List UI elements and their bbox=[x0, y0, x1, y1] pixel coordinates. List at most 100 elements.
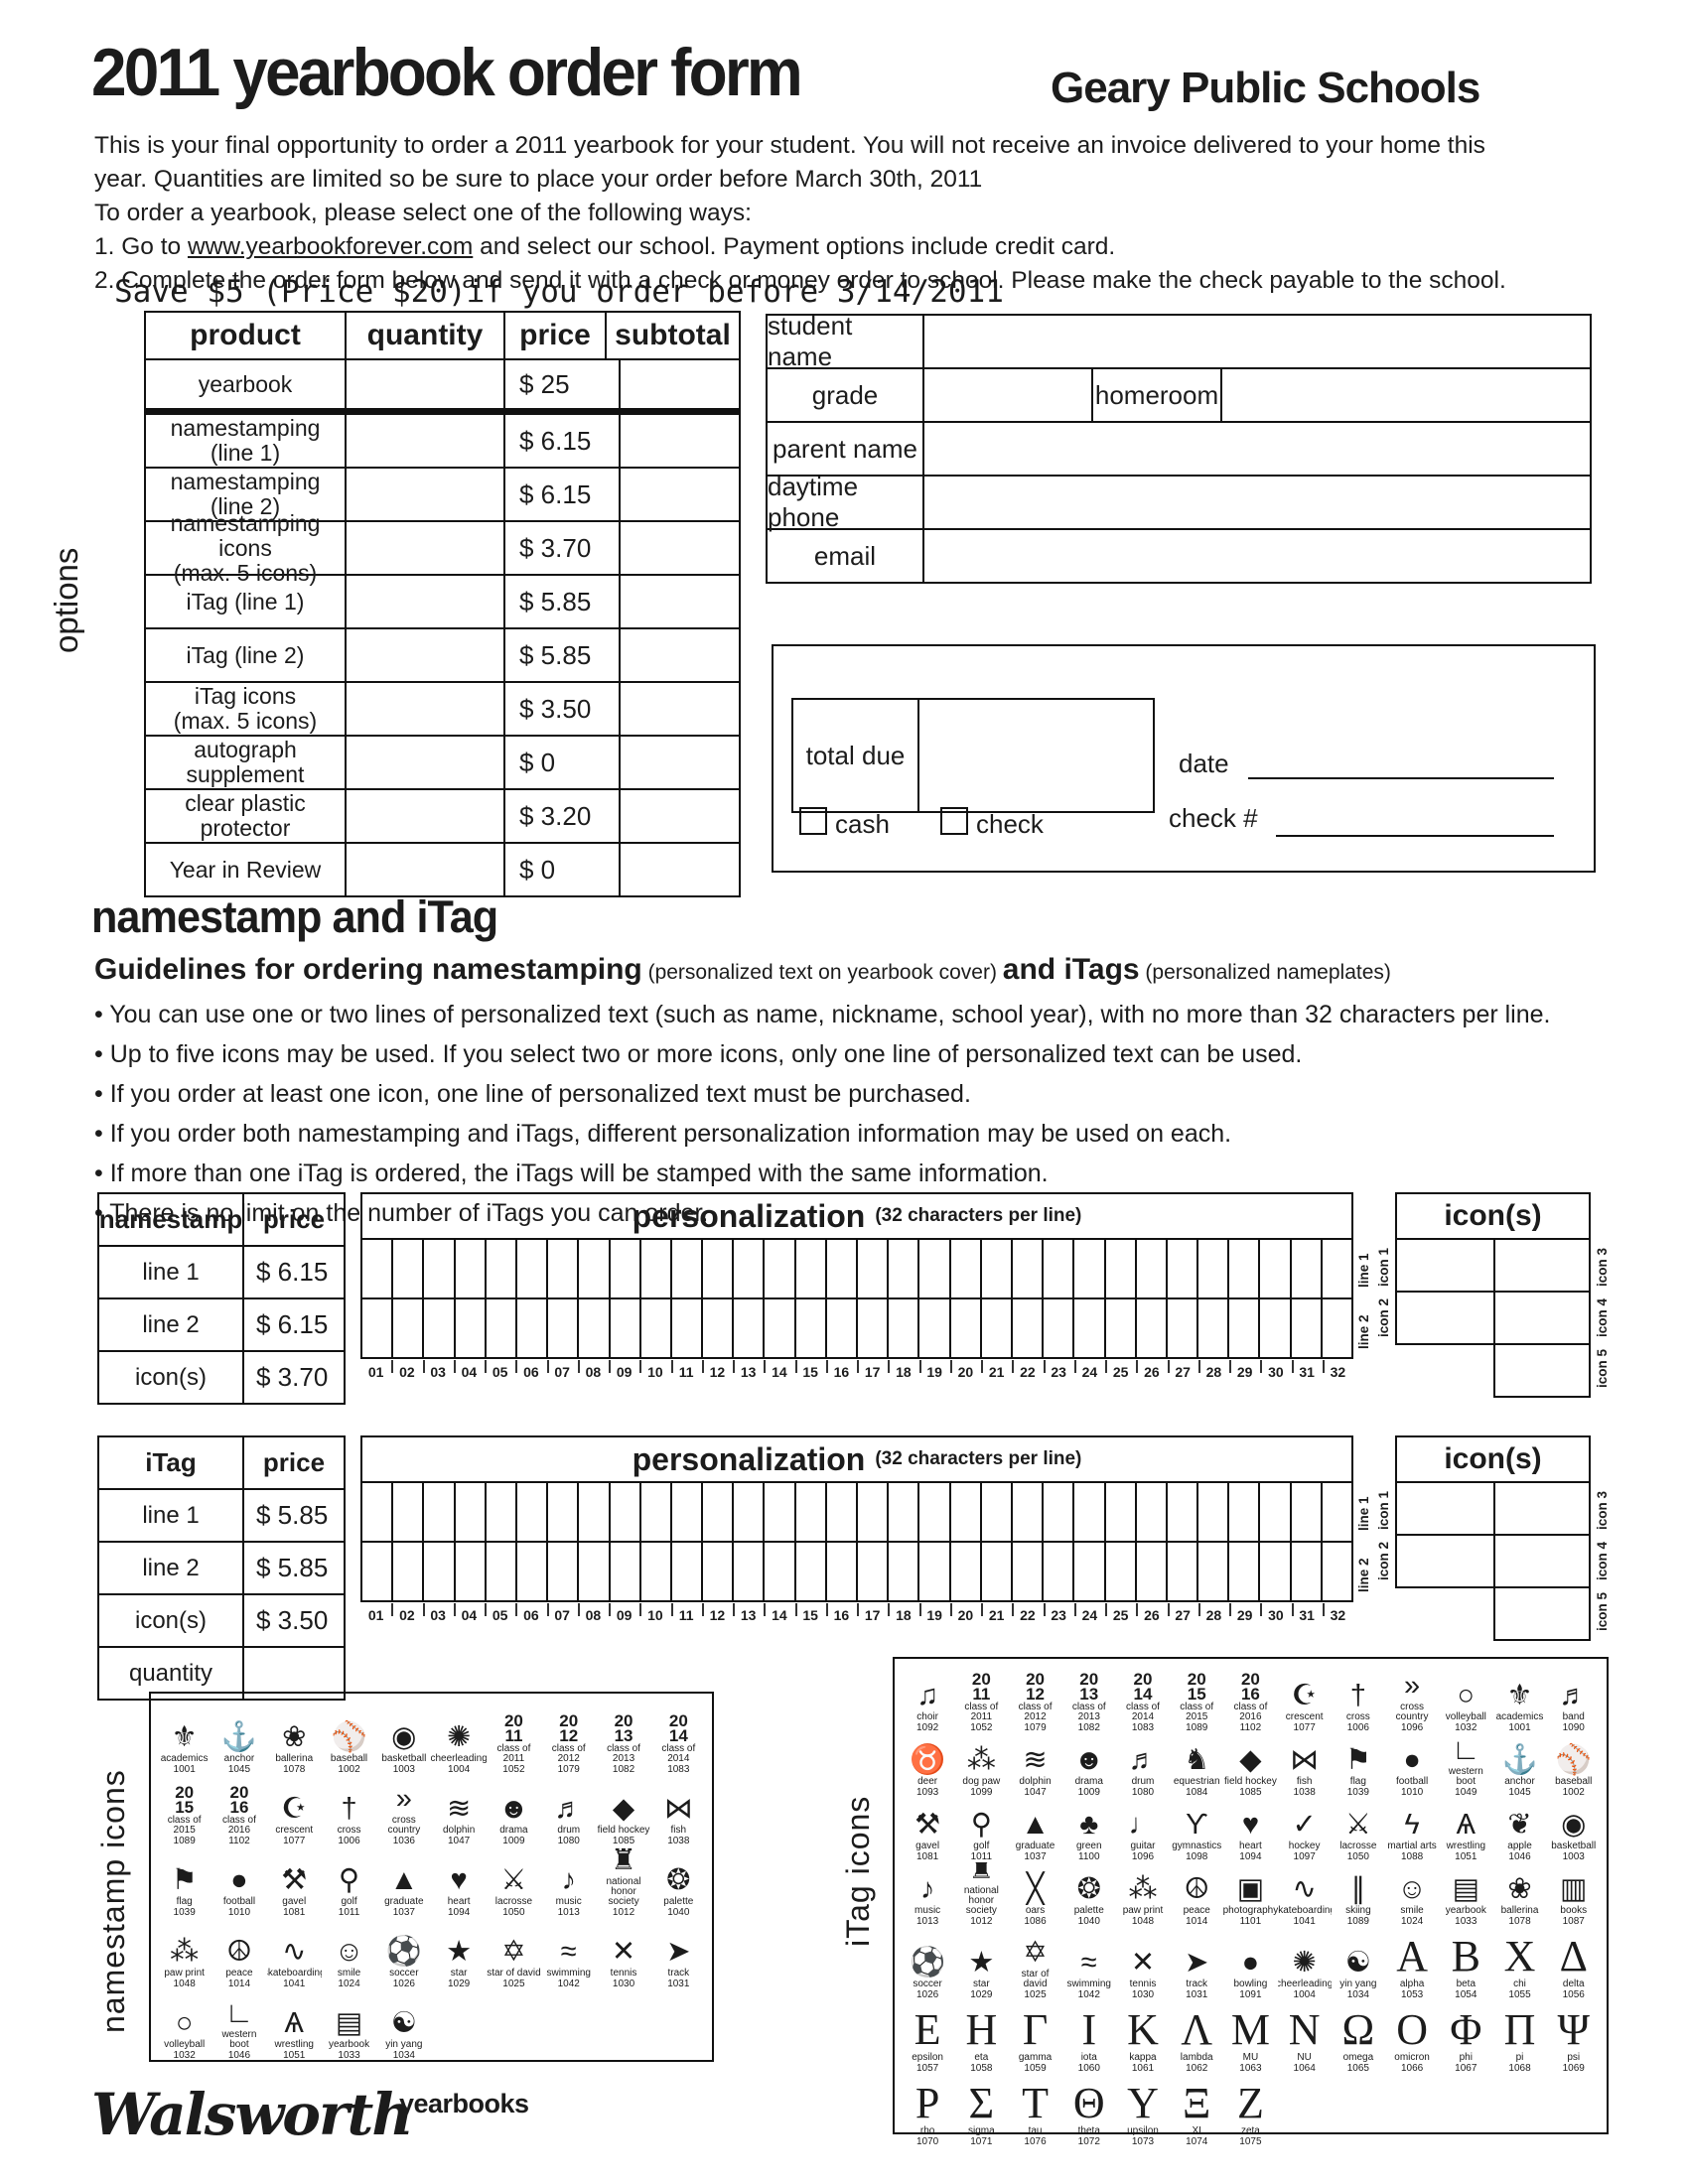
char-cell[interactable] bbox=[1258, 1543, 1290, 1602]
char-cell[interactable] bbox=[948, 1299, 980, 1359]
grade-field[interactable] bbox=[924, 369, 1093, 421]
char-cell[interactable] bbox=[1227, 1299, 1259, 1359]
parent-name-field[interactable] bbox=[924, 423, 1590, 475]
char-cell[interactable] bbox=[1165, 1240, 1197, 1299]
total-due-field[interactable] bbox=[919, 700, 1153, 811]
char-cell[interactable] bbox=[638, 1299, 670, 1359]
char-cell[interactable] bbox=[1320, 1240, 1351, 1299]
yearbookforever-link[interactable]: www.yearbookforever.com bbox=[187, 233, 474, 260]
char-cell[interactable] bbox=[1258, 1240, 1290, 1299]
char-cell[interactable] bbox=[1103, 1299, 1135, 1359]
char-cell[interactable] bbox=[484, 1483, 515, 1543]
char-cell[interactable] bbox=[638, 1543, 670, 1602]
icon-5-slot[interactable] bbox=[1492, 1588, 1591, 1641]
char-cell[interactable] bbox=[763, 1543, 794, 1602]
char-cell[interactable] bbox=[917, 1543, 949, 1602]
char-cell[interactable] bbox=[887, 1299, 918, 1359]
char-cell[interactable] bbox=[1165, 1483, 1197, 1543]
char-cell[interactable] bbox=[577, 1299, 609, 1359]
char-cell[interactable] bbox=[422, 1299, 454, 1359]
char-cell[interactable] bbox=[484, 1543, 515, 1602]
char-cell[interactable] bbox=[608, 1299, 639, 1359]
char-cell[interactable] bbox=[1289, 1240, 1321, 1299]
char-cell[interactable] bbox=[391, 1240, 423, 1299]
char-cell[interactable] bbox=[1165, 1299, 1197, 1359]
char-cell[interactable] bbox=[1072, 1240, 1104, 1299]
char-cell[interactable] bbox=[701, 1543, 733, 1602]
char-cell[interactable] bbox=[546, 1299, 578, 1359]
char-cell[interactable] bbox=[391, 1483, 423, 1543]
char-cell[interactable] bbox=[979, 1543, 1011, 1602]
char-cell[interactable] bbox=[1010, 1299, 1043, 1359]
char-cell[interactable] bbox=[669, 1240, 702, 1299]
char-cell[interactable] bbox=[1042, 1299, 1073, 1359]
char-cell[interactable] bbox=[1227, 1543, 1259, 1602]
quantity-cell[interactable] bbox=[347, 415, 505, 467]
char-cell[interactable] bbox=[1042, 1483, 1073, 1543]
char-cell[interactable] bbox=[1289, 1483, 1321, 1543]
char-cell[interactable] bbox=[856, 1543, 888, 1602]
quantity-cell[interactable] bbox=[347, 737, 505, 788]
char-cell[interactable] bbox=[360, 1299, 392, 1359]
char-cell[interactable] bbox=[887, 1483, 918, 1543]
subtotal-cell[interactable] bbox=[621, 469, 739, 520]
subtotal-cell[interactable] bbox=[621, 415, 739, 467]
char-cell[interactable] bbox=[453, 1299, 485, 1359]
char-cell[interactable] bbox=[948, 1543, 980, 1602]
char-cell[interactable] bbox=[546, 1483, 578, 1543]
subtotal-cell[interactable] bbox=[621, 844, 739, 895]
char-cell[interactable] bbox=[1042, 1543, 1073, 1602]
quantity-cell[interactable] bbox=[347, 522, 505, 574]
char-cell[interactable] bbox=[577, 1240, 609, 1299]
char-cell[interactable] bbox=[514, 1543, 547, 1602]
subtotal-cell[interactable] bbox=[621, 790, 739, 842]
char-cell[interactable] bbox=[608, 1240, 639, 1299]
char-cell[interactable] bbox=[856, 1483, 888, 1543]
char-cell[interactable] bbox=[1289, 1299, 1321, 1359]
quantity-cell[interactable] bbox=[347, 576, 505, 627]
char-cell[interactable] bbox=[360, 1240, 392, 1299]
char-cell[interactable] bbox=[453, 1543, 485, 1602]
char-cell[interactable] bbox=[669, 1483, 702, 1543]
icon-4-slot[interactable] bbox=[1492, 1536, 1591, 1588]
char-cell[interactable] bbox=[763, 1240, 794, 1299]
char-cell[interactable] bbox=[1134, 1299, 1166, 1359]
char-cell[interactable] bbox=[824, 1543, 856, 1602]
char-cell[interactable] bbox=[763, 1299, 794, 1359]
check-number-line[interactable] bbox=[1276, 803, 1554, 837]
char-cell[interactable] bbox=[793, 1240, 825, 1299]
char-cell[interactable] bbox=[732, 1483, 764, 1543]
char-cell[interactable] bbox=[1320, 1483, 1351, 1543]
char-cell[interactable] bbox=[887, 1543, 918, 1602]
char-cell[interactable] bbox=[360, 1483, 392, 1543]
char-cell[interactable] bbox=[701, 1240, 733, 1299]
icon-1-slot[interactable] bbox=[1395, 1240, 1493, 1293]
char-cell[interactable] bbox=[1103, 1483, 1135, 1543]
subtotal-cell[interactable] bbox=[621, 629, 739, 681]
icon-2-slot[interactable] bbox=[1395, 1293, 1493, 1345]
subtotal-cell[interactable] bbox=[621, 360, 739, 408]
icon-2-slot[interactable] bbox=[1395, 1536, 1493, 1588]
char-cell[interactable] bbox=[422, 1240, 454, 1299]
email-field[interactable] bbox=[924, 530, 1590, 582]
char-cell[interactable] bbox=[484, 1299, 515, 1359]
quantity-cell[interactable] bbox=[347, 469, 505, 520]
char-cell[interactable] bbox=[1165, 1543, 1197, 1602]
char-cell[interactable] bbox=[1196, 1543, 1228, 1602]
icon-3-slot[interactable] bbox=[1492, 1240, 1591, 1293]
char-cell[interactable] bbox=[793, 1543, 825, 1602]
char-cell[interactable] bbox=[1134, 1483, 1166, 1543]
quantity-cell[interactable] bbox=[347, 790, 505, 842]
char-cell[interactable] bbox=[1320, 1543, 1351, 1602]
char-cell[interactable] bbox=[638, 1240, 670, 1299]
quantity-cell[interactable] bbox=[347, 683, 505, 735]
char-cell[interactable] bbox=[360, 1543, 392, 1602]
char-cell[interactable] bbox=[887, 1240, 918, 1299]
subtotal-cell[interactable] bbox=[621, 576, 739, 627]
char-cell[interactable] bbox=[453, 1240, 485, 1299]
char-cell[interactable] bbox=[1010, 1543, 1043, 1602]
char-cell[interactable] bbox=[732, 1543, 764, 1602]
char-cell[interactable] bbox=[824, 1240, 856, 1299]
char-cell[interactable] bbox=[1196, 1483, 1228, 1543]
char-cell[interactable] bbox=[638, 1483, 670, 1543]
